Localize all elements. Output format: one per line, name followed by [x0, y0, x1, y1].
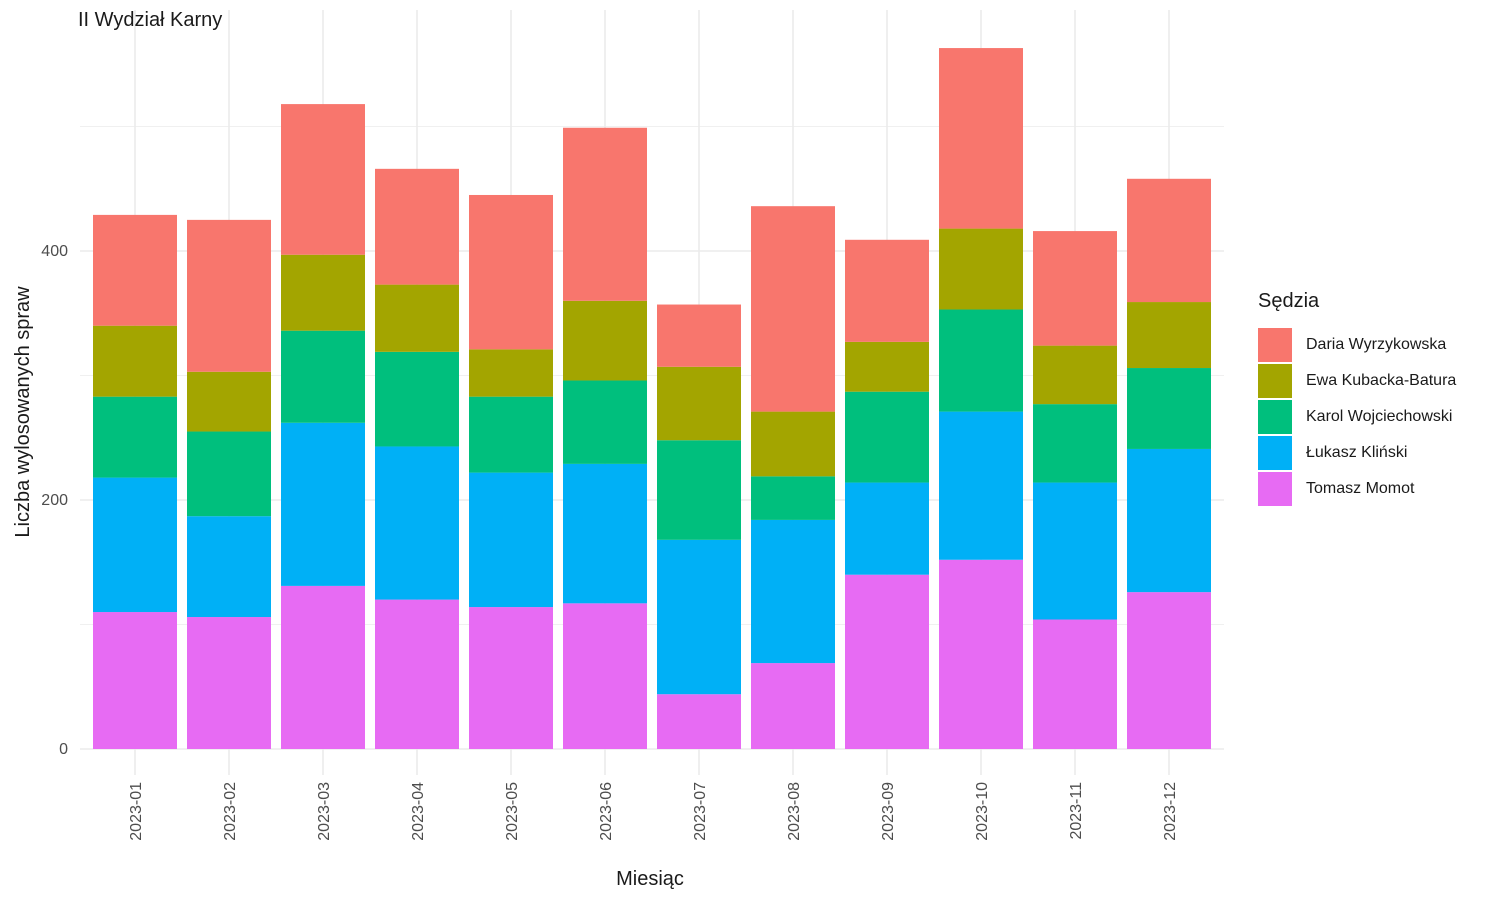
- bar-segment: [751, 663, 835, 749]
- legend-item: Daria Wyrzykowska: [1258, 327, 1456, 363]
- bar-segment: [93, 396, 177, 478]
- bar-segment: [93, 214, 177, 326]
- legend-title: Sędzia: [1258, 290, 1320, 312]
- bar-segment: [657, 366, 741, 441]
- bar-segment: [375, 284, 459, 352]
- bar-segment: [187, 617, 271, 749]
- bar-segment: [375, 351, 459, 447]
- bar-segment: [563, 380, 647, 464]
- bar-segment: [1033, 482, 1117, 620]
- legend-item: Karol Wojciechowski: [1258, 399, 1456, 435]
- bar-segment: [93, 477, 177, 613]
- legend-item: Tomasz Momot: [1258, 471, 1456, 507]
- legend-label: Karol Wojciechowski: [1306, 408, 1453, 425]
- bar-segment: [1033, 404, 1117, 483]
- bar-segment: [563, 603, 647, 749]
- bar-segment: [1127, 302, 1211, 369]
- x-tick-label: 2023-05: [504, 782, 521, 841]
- legend-item: Łukasz Kliński: [1258, 435, 1456, 471]
- x-tick-label: 2023-06: [598, 782, 615, 841]
- bar-segment: [939, 309, 1023, 412]
- bar-segment: [751, 476, 835, 520]
- legend-label: Daria Wyrzykowska: [1306, 336, 1447, 353]
- bar-segment: [281, 104, 365, 255]
- bar-segment: [1127, 448, 1211, 593]
- bar-segment: [469, 349, 553, 397]
- bar-segment: [1127, 368, 1211, 449]
- bar-segment: [657, 440, 741, 540]
- bar-segment: [939, 228, 1023, 310]
- bar-segment: [1127, 592, 1211, 749]
- bar-segment: [93, 325, 177, 397]
- bar-segment: [845, 341, 929, 392]
- legend-item: Ewa Kubacka-Batura: [1258, 363, 1456, 399]
- bar-segment: [1127, 178, 1211, 303]
- bar-segment: [939, 411, 1023, 560]
- bar-segment: [281, 422, 365, 586]
- bar-segment: [751, 519, 835, 664]
- x-tick-label: 2023-10: [974, 782, 991, 841]
- bar-segment: [845, 391, 929, 483]
- bar-segment: [563, 127, 647, 301]
- bar-segment: [187, 431, 271, 517]
- bar-segment: [657, 304, 741, 367]
- bar-segment: [469, 607, 553, 749]
- bar-segment: [845, 574, 929, 749]
- bar-segment: [751, 411, 835, 477]
- bar-segment: [375, 446, 459, 600]
- bar-segment: [187, 516, 271, 618]
- chart-title: II Wydział Karny: [78, 9, 222, 31]
- x-tick-label: 2023-07: [692, 782, 709, 841]
- y-tick-label: 400: [41, 243, 68, 260]
- bar-segment: [281, 330, 365, 423]
- bar-segment: [1033, 345, 1117, 405]
- bar-segment: [845, 239, 929, 342]
- y-axis-label: Liczba wylosowanych spraw: [12, 286, 34, 538]
- y-tick-label: 200: [41, 492, 68, 509]
- legend-label: Tomasz Momot: [1306, 480, 1415, 497]
- bar-segment: [187, 371, 271, 432]
- bar-segment: [939, 559, 1023, 749]
- legend-key: [1258, 400, 1292, 434]
- bar-segment: [1033, 619, 1117, 749]
- legend-key: [1258, 364, 1292, 398]
- bar-segment: [563, 463, 647, 604]
- bar-segment: [469, 396, 553, 473]
- legend-key: [1258, 328, 1292, 362]
- x-axis-label: Miesiąc: [616, 868, 684, 890]
- bar-segment: [93, 612, 177, 749]
- bar-segment: [469, 194, 553, 350]
- bar-segment: [469, 472, 553, 608]
- bar-segment: [657, 539, 741, 695]
- x-tick-label: 2023-08: [786, 782, 803, 841]
- legend-key: [1258, 436, 1292, 470]
- bar-segment: [187, 219, 271, 372]
- x-tick-label: 2023-04: [410, 782, 427, 841]
- x-tick-label: 2023-09: [880, 782, 897, 841]
- bar-segment: [845, 482, 929, 575]
- x-tick-label: 2023-12: [1162, 782, 1179, 841]
- legend-label: Łukasz Kliński: [1306, 444, 1408, 461]
- x-tick-label: 2023-02: [222, 782, 239, 841]
- y-tick-label: 0: [59, 741, 68, 758]
- bar-segment: [281, 254, 365, 331]
- bar-segment: [375, 168, 459, 285]
- legend: Sędzia Daria Wyrzykowska Ewa Kubacka-Batu…: [1258, 290, 1456, 507]
- x-tick-label: 2023-11: [1068, 782, 1085, 840]
- bar-segment: [563, 300, 647, 381]
- x-tick-label: 2023-01: [128, 782, 145, 841]
- bar-segment: [751, 206, 835, 412]
- bar-segment: [657, 694, 741, 749]
- bar-segment: [939, 48, 1023, 229]
- legend-key: [1258, 472, 1292, 506]
- x-tick-label: 2023-03: [316, 782, 333, 841]
- bar-segment: [281, 585, 365, 749]
- bar-segment: [375, 599, 459, 749]
- bar-segment: [1033, 231, 1117, 346]
- legend-label: Ewa Kubacka-Batura: [1306, 372, 1457, 389]
